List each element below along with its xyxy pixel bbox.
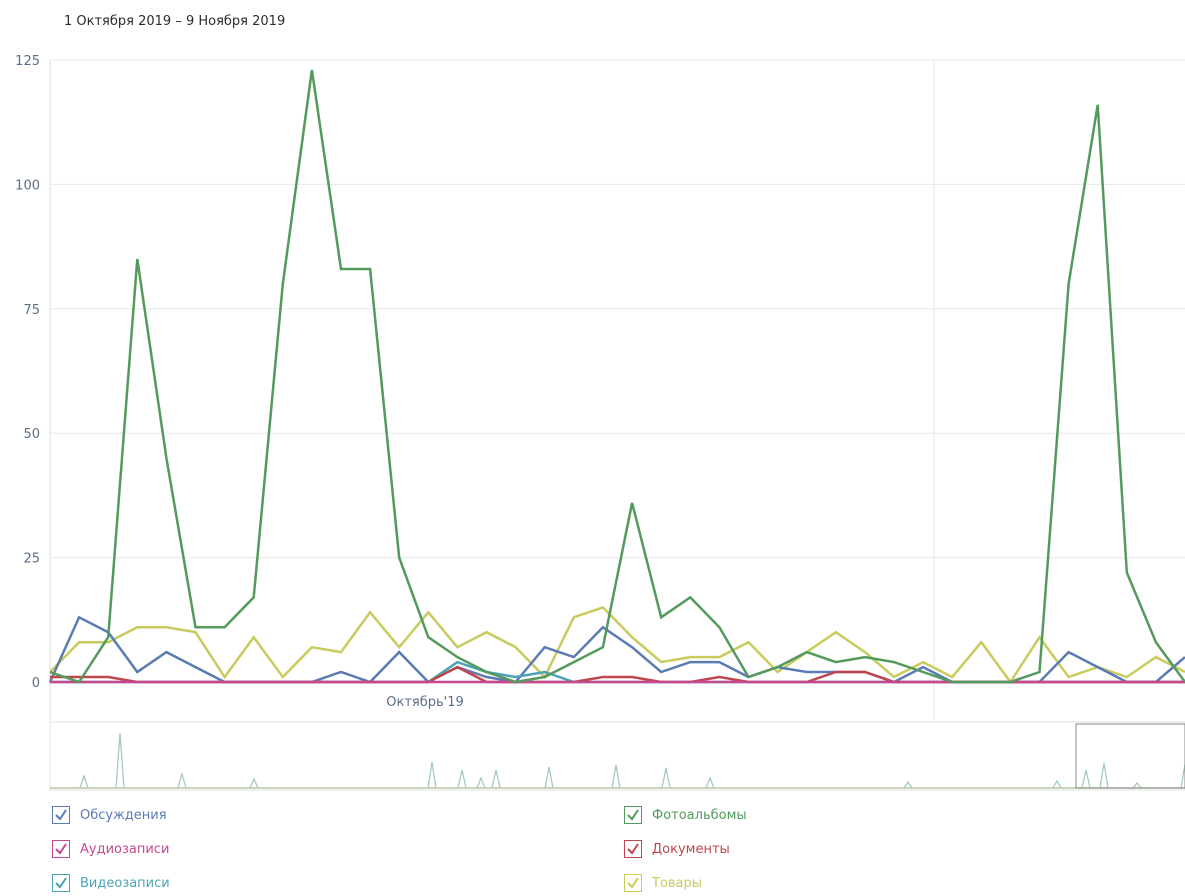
y-tick-label: 25 [23, 552, 40, 567]
y-tick-label: 0 [32, 676, 40, 691]
y-tick-label: 100 [15, 178, 40, 193]
navigator-frame [49, 721, 1185, 791]
legend-item-5[interactable]: Товары [624, 874, 702, 892]
navigator-spike [1052, 779, 1062, 789]
navigator-spike [1099, 762, 1109, 789]
navigator-spike [491, 769, 501, 789]
legend-label: Документы [652, 841, 730, 857]
navigator-spike [661, 767, 671, 789]
checkbox-icon[interactable] [624, 806, 642, 824]
x-tick-label: Октябрь'19 [386, 695, 464, 710]
legend-item-1[interactable]: Аудиозаписи [52, 840, 169, 858]
main-chart: 0 25 50 75 100 125 Октябрь'19 [15, 54, 1185, 723]
navigator-spike [457, 769, 467, 789]
legend-label: Аудиозаписи [80, 841, 170, 857]
legend-item-2[interactable]: Видеозаписи [52, 874, 170, 892]
legend: Обсуждения Аудиозаписи Видеозаписи Фотоальб… [52, 806, 1152, 896]
navigator-spike [544, 766, 554, 789]
checkbox-icon[interactable] [52, 840, 70, 858]
navigator-chart[interactable] [0, 720, 1185, 792]
navigator-spike [249, 777, 259, 789]
navigator-spike [476, 776, 486, 789]
y-tick-label: 75 [23, 303, 40, 318]
legend-item-3[interactable]: Фотоальбомы [624, 806, 747, 824]
checkbox-icon[interactable] [52, 874, 70, 892]
series-line-3 [49, 69, 1185, 684]
checkbox-icon[interactable] [52, 806, 70, 824]
navigator-selection[interactable] [1075, 723, 1185, 789]
legend-label: Видеозаписи [80, 875, 170, 891]
navigator-spike [115, 732, 125, 789]
y-tick-label: 50 [23, 427, 40, 442]
navigator-spike [1081, 769, 1091, 789]
date-range: 1 Октября 2019 – 9 Ноября 2019 [64, 14, 286, 29]
checkbox-icon[interactable] [624, 874, 642, 892]
navigator-spike [79, 774, 89, 789]
checkbox-icon[interactable] [624, 840, 642, 858]
legend-label: Фотоальбомы [652, 807, 747, 823]
legend-item-0[interactable]: Обсуждения [52, 806, 167, 824]
series-line-5 [49, 605, 1185, 685]
navigator-spike [705, 776, 715, 789]
legend-label: Товары [652, 875, 703, 891]
navigator-spike [611, 764, 621, 789]
legend-label: Обсуждения [80, 807, 167, 823]
navigator-spike [1180, 763, 1185, 789]
navigator-spike [177, 771, 187, 789]
navigator-spike [1132, 782, 1142, 789]
navigator-spike [903, 780, 913, 789]
legend-item-4[interactable]: Документы [624, 840, 730, 858]
y-tick-label: 125 [15, 54, 40, 69]
navigator-spike [427, 761, 437, 789]
